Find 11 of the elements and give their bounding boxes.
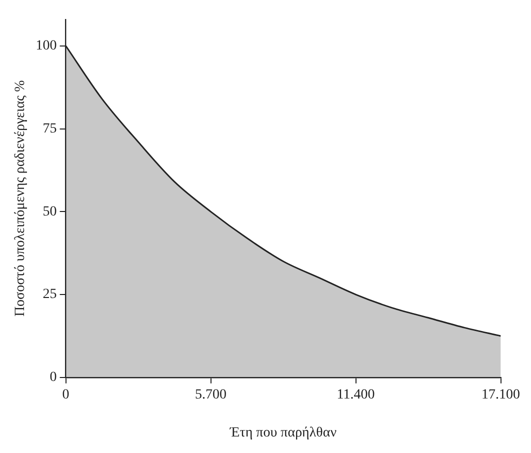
x-tick-label: 5.700 [195, 387, 227, 402]
x-tick-label: 0 [62, 387, 70, 402]
x-axis-title: Έτη που παρήλθαν [229, 425, 337, 440]
y-axis-title: Ποσοστό υπολειπόμενης ραδιενέργειας % [13, 80, 28, 317]
x-tick-label: 17.100 [482, 387, 520, 402]
y-tick-label: 75 [42, 121, 57, 136]
y-tick-label: 50 [42, 204, 57, 220]
y-tick-label: 100 [36, 38, 57, 54]
y-tick-label: 25 [42, 287, 57, 302]
y-tick-label: 0 [50, 370, 57, 386]
x-tick-label: 11.400 [336, 387, 375, 402]
